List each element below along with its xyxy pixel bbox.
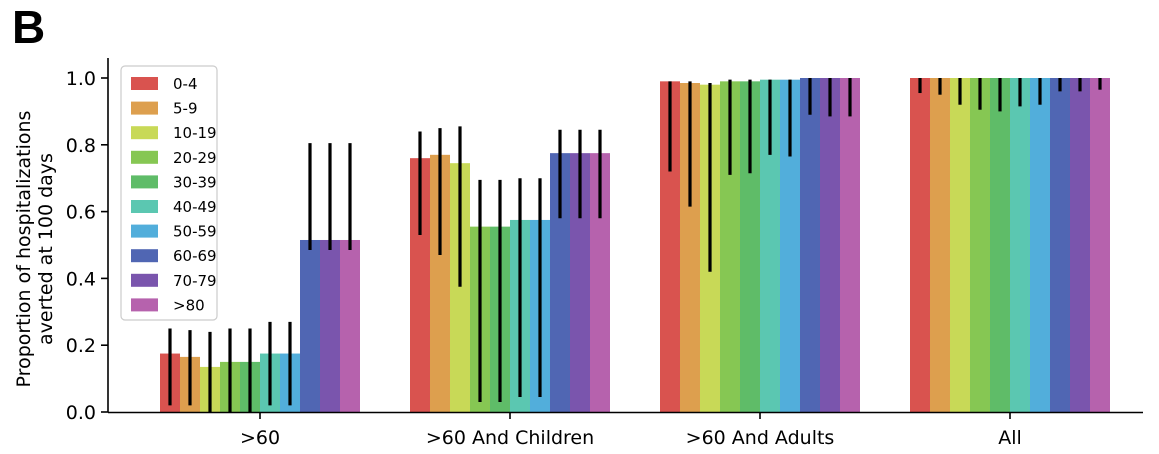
bar-5-9->60 And Children — [430, 154, 450, 412]
bar->80->60 And Adults — [840, 78, 860, 412]
legend-swatch-30-39 — [131, 175, 158, 189]
bar-60-69->60 — [300, 239, 320, 412]
y-tick-label: 0.6 — [66, 202, 96, 224]
bar-10-19-All — [950, 78, 970, 412]
bar->80-All — [1090, 78, 1110, 412]
bar->80->60 And Children — [590, 153, 610, 412]
y-axis-title: Proportion of hospitalizations averted at… — [13, 111, 57, 388]
bar-0-4->60 And Children — [410, 158, 430, 412]
legend-label-0-4: 0-4 — [173, 75, 198, 93]
bar-70-79->60 — [320, 239, 340, 412]
legend-label-70-79: 70-79 — [173, 272, 217, 290]
bar-60-69->60 And Children — [550, 153, 570, 412]
bar->80->60 — [340, 239, 360, 412]
legend-label-40-49: 40-49 — [173, 198, 217, 216]
legend-swatch-0-4 — [131, 77, 158, 90]
y-axis-title-line: Proportion of hospitalizations — [13, 111, 35, 388]
bar-0-4-All — [910, 78, 930, 412]
bars-layer — [160, 78, 1110, 413]
bar-70-79->60 And Children — [570, 153, 590, 412]
y-tick-label: 1.0 — [66, 68, 96, 90]
y-tick-label: 0.2 — [66, 335, 96, 357]
x-tick-label: All — [998, 427, 1022, 449]
x-tick-label: >60 And Adults — [686, 427, 835, 449]
bar-30-39-All — [990, 78, 1010, 412]
legend-label->80: >80 — [173, 296, 205, 314]
legend-label-10-19: 10-19 — [173, 124, 217, 142]
legend-swatch-20-29 — [131, 150, 158, 164]
bar-10-19->60 And Children — [450, 163, 470, 412]
y-tick-label: 0.0 — [66, 402, 96, 424]
axes-layer: 0.0 0.2 0.4 0.6 0.8 1.0 >60 >60 And Children >60… — [13, 58, 1143, 449]
bar-50-59-All — [1030, 78, 1050, 412]
bar-0-4->60 And Adults — [660, 81, 680, 412]
legend-swatch-70-79 — [131, 273, 158, 287]
bar-5-9-All — [930, 78, 950, 412]
legend-label-20-29: 20-29 — [173, 149, 217, 167]
legend-swatch-50-59 — [131, 224, 158, 238]
x-tick-label: >60 — [240, 427, 280, 449]
x-tick-label: >60 And Children — [426, 427, 594, 449]
y-tick-label: 0.4 — [66, 268, 96, 290]
legend: 0-4 5-9 10-19 20-29 30-39 40-49 50-59 60-69 70-7… — [120, 65, 218, 321]
bar-30-39->60 And Adults — [740, 81, 760, 412]
legend-swatch-5-9 — [131, 101, 158, 115]
y-tick-label: 0.8 — [66, 135, 96, 157]
panel-label: B — [12, 1, 46, 53]
bar-60-69->60 And Adults — [800, 78, 820, 412]
legend-label-60-69: 60-69 — [173, 247, 217, 265]
bar-40-49-All — [1010, 78, 1030, 412]
bar-20-29->60 And Adults — [720, 81, 740, 412]
legend-swatch-40-49 — [131, 200, 158, 213]
legend-swatch-60-69 — [131, 249, 158, 263]
legend-label-5-9: 5-9 — [173, 100, 198, 118]
legend-swatch->80 — [131, 298, 158, 312]
bar-70-79->60 And Adults — [820, 78, 840, 412]
bar-40-49->60 And Adults — [760, 79, 780, 413]
y-axis-title-line: averted at 100 days — [35, 153, 57, 345]
legend-label-50-59: 50-59 — [173, 223, 217, 241]
legend-label-30-39: 30-39 — [173, 173, 217, 191]
bar-60-69-All — [1050, 78, 1070, 412]
error-bars-layer — [168, 78, 1102, 412]
legend-swatch-10-19 — [131, 126, 158, 140]
bar-5-9->60 And Adults — [680, 83, 700, 412]
bar-70-79-All — [1070, 78, 1090, 412]
bar-50-59->60 And Adults — [780, 79, 800, 413]
bar-20-29-All — [970, 78, 990, 412]
